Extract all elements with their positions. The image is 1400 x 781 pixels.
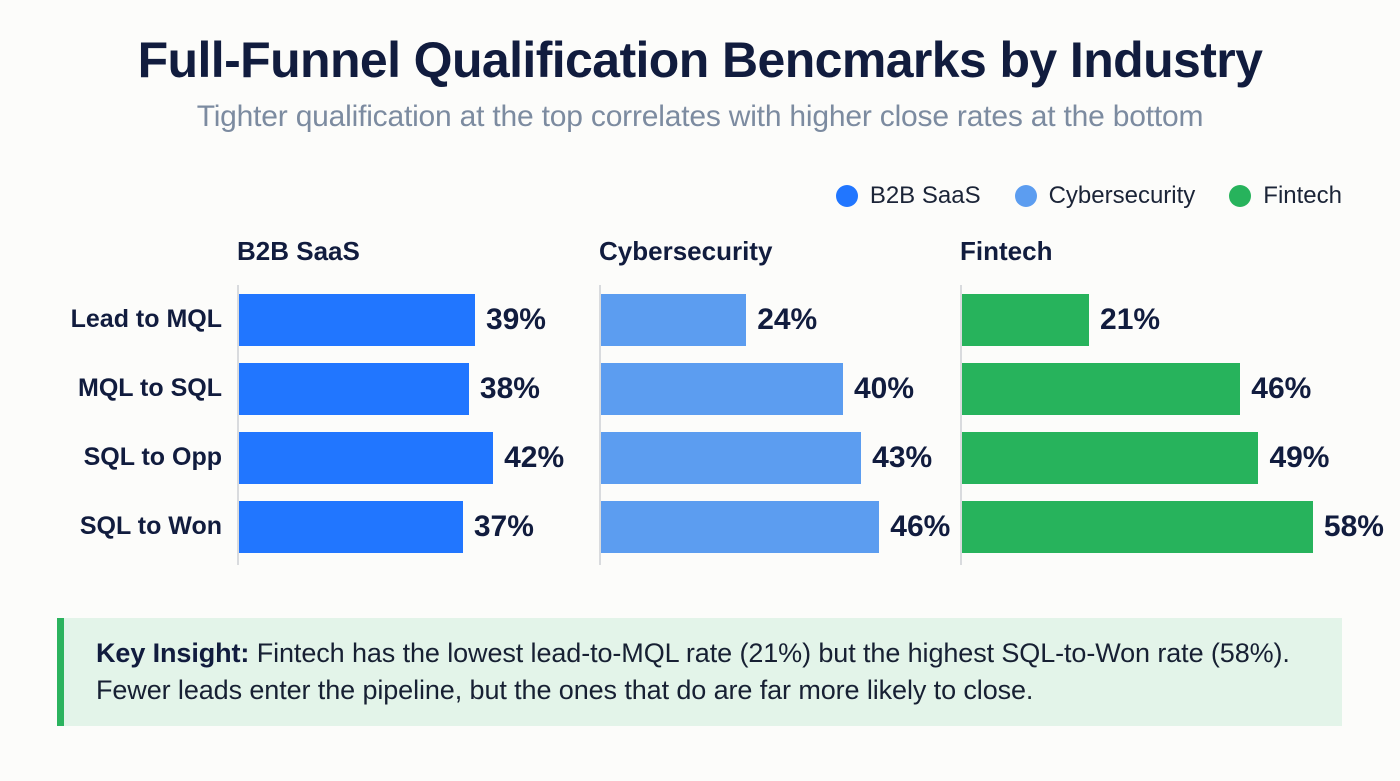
panel-axis-line	[960, 285, 962, 565]
bar-value-label: 43%	[872, 441, 933, 474]
panel-title: B2B SaaS	[237, 236, 360, 266]
page-title: Full-Funnel Qualification Bencmarks by I…	[137, 32, 1263, 88]
bar-value-label: 24%	[757, 303, 818, 336]
legend-item-label: B2B SaaS	[869, 182, 981, 209]
legend-item-cybersecurity[interactable]: Cybersecurity	[1014, 182, 1196, 210]
bar[interactable]	[962, 501, 1313, 553]
panel-title: Fintech	[960, 236, 1053, 266]
legend-item-label: Fintech	[1263, 182, 1342, 209]
category-label: Lead to MQL	[70, 305, 222, 333]
bar[interactable]	[962, 363, 1241, 415]
insight-accent-bar	[57, 618, 64, 726]
insight-detail-text: Fintech has the lowest lead-to-MQL rate …	[96, 638, 1290, 705]
bar[interactable]	[962, 294, 1090, 346]
insight-text: Key Insight: Fintech has the lowest lead…	[64, 635, 1342, 708]
bar-value-label: 42%	[504, 441, 565, 474]
legend-swatch-icon	[835, 185, 858, 207]
category-label: SQL to Opp	[83, 443, 222, 471]
page-subtitle: Tighter qualification at the top correla…	[196, 100, 1204, 133]
chart-plot-area: B2B SaaS 39% 38% 42% 37% Cybersecurity 24% 40% 4…	[0, 236, 1400, 576]
bar-value-label: 58%	[1323, 510, 1384, 543]
bar[interactable]	[601, 501, 880, 553]
bar[interactable]	[239, 363, 469, 415]
legend-item-fintech[interactable]: Fintech	[1229, 182, 1342, 210]
panel-axis-line	[237, 285, 239, 565]
category-label: SQL to Won	[79, 512, 222, 540]
bar-value-label: 37%	[473, 510, 534, 543]
insight-lead-label: Key Insight:	[96, 638, 250, 669]
legend-swatch-icon	[1229, 185, 1252, 207]
panel-title: Cybersecurity	[599, 236, 773, 266]
legend-item-label: Cybersecurity	[1048, 182, 1196, 209]
bar-value-label: 40%	[854, 372, 915, 405]
legend-item-b2b-saas[interactable]: B2B SaaS	[835, 182, 981, 210]
legend-swatch-icon	[1014, 185, 1037, 207]
panel-axis-line	[599, 285, 601, 565]
key-insight-callout: Key Insight: Fintech has the lowest lead…	[57, 618, 1342, 726]
bar[interactable]	[601, 294, 747, 346]
chart-header: Full-Funnel Qualification Bencmarks by I…	[0, 34, 1400, 135]
bar[interactable]	[239, 432, 494, 484]
category-label: MQL to SQL	[78, 374, 222, 402]
bar-value-label: 46%	[890, 510, 951, 543]
chart-legend: B2B SaaS Cybersecurity Fintech	[835, 182, 1342, 210]
category-axis-labels: Lead to MQL MQL to SQL SQL to Opp SQL to Wo…	[0, 285, 222, 561]
bar-value-label: 39%	[485, 303, 546, 336]
bar[interactable]	[601, 432, 862, 484]
bar[interactable]	[239, 294, 475, 346]
bar[interactable]	[962, 432, 1259, 484]
bar[interactable]	[239, 501, 463, 553]
bar-value-label: 46%	[1251, 372, 1312, 405]
bar-value-label: 21%	[1100, 303, 1161, 336]
bar-value-label: 49%	[1269, 441, 1330, 474]
bar[interactable]	[601, 363, 843, 415]
bar-value-label: 38%	[479, 372, 540, 405]
